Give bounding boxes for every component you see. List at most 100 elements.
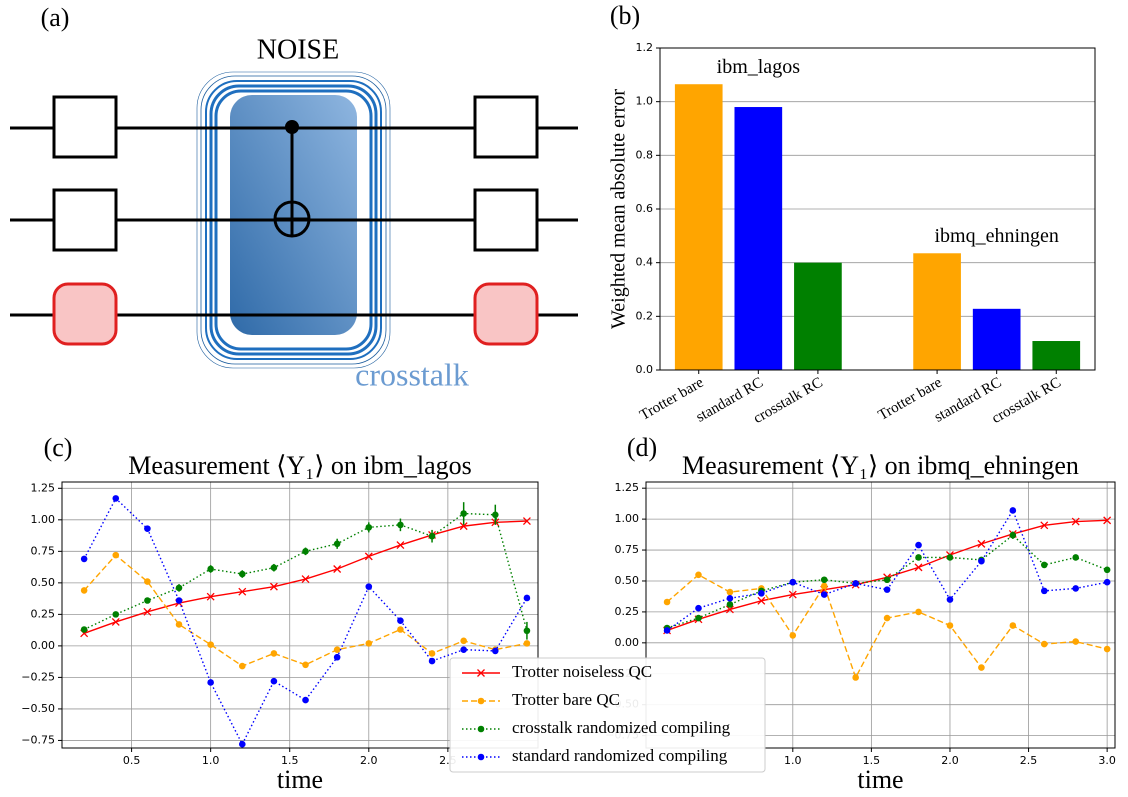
y-tick-label: 1.25 (31, 481, 56, 494)
y-tick-label: 0.50 (615, 574, 640, 587)
marker (334, 540, 341, 547)
marker (789, 632, 796, 639)
y-tick-label: 0.25 (615, 605, 640, 618)
marker (758, 590, 765, 597)
x-tick-label: 2.0 (360, 754, 378, 767)
marker (365, 524, 372, 531)
marker (271, 650, 278, 657)
y-tick-label: 0.2 (636, 309, 654, 322)
marker (397, 522, 404, 529)
x-tick-label: 1.0 (784, 754, 802, 767)
marker (727, 595, 734, 602)
marker (239, 663, 246, 670)
legend-label: Trotter noiseless QC (512, 662, 652, 681)
group-label: ibm_lagos (717, 56, 801, 78)
marker (1041, 588, 1048, 595)
marker (460, 638, 467, 645)
y-tick-label: −0.25 (21, 670, 55, 683)
marker (460, 510, 467, 517)
marker (429, 533, 436, 540)
bar (734, 107, 782, 370)
marker (1072, 585, 1079, 592)
marker (1010, 622, 1017, 629)
marker (695, 605, 702, 612)
figure: (a) NOISE crosstalk 0.00.20.40.60.81.01.… (0, 0, 1128, 797)
series-line (667, 520, 1107, 630)
bar (973, 309, 1021, 370)
marker (1104, 646, 1111, 653)
marker (1010, 507, 1017, 514)
y-tick-label: 1.2 (636, 41, 654, 54)
marker (1041, 641, 1048, 648)
marker (144, 597, 151, 604)
y-tick-label: 1.00 (31, 513, 56, 526)
marker (884, 615, 891, 622)
marker (207, 566, 214, 573)
noise-label: NOISE (257, 34, 339, 65)
marker (271, 678, 278, 685)
marker (176, 585, 183, 592)
marker (884, 576, 891, 583)
marker (334, 654, 341, 661)
x-axis-label: time (277, 765, 323, 794)
marker (915, 564, 922, 571)
bar (794, 263, 842, 370)
y-tick-label: 0.8 (636, 148, 654, 161)
marker (302, 548, 309, 555)
gate-box (475, 190, 537, 250)
crosstalk-label: crosstalk (355, 356, 469, 392)
y-axis-label: Weighted mean absolute error (608, 89, 630, 329)
marker (915, 554, 922, 561)
marker (821, 576, 828, 583)
y-tick-label: 1.25 (615, 481, 640, 494)
marker (492, 511, 499, 518)
crosstalk-gate (54, 284, 116, 344)
marker (947, 596, 954, 603)
x-tick-label: 2.0 (941, 754, 959, 767)
marker (947, 622, 954, 629)
marker (239, 741, 246, 748)
legend-marker (478, 726, 485, 733)
marker (1072, 638, 1079, 645)
marker (112, 552, 119, 559)
legend-label: crosstalk randomized compiling (512, 718, 731, 737)
marker (429, 658, 436, 665)
marker (789, 579, 796, 586)
marker (915, 609, 922, 616)
marker (397, 617, 404, 624)
gate-box (475, 97, 537, 157)
marker (1104, 579, 1111, 586)
marker (884, 586, 891, 593)
legend-label: standard randomized compiling (512, 746, 728, 765)
control-dot (285, 120, 299, 134)
marker (1104, 567, 1111, 574)
marker (852, 580, 859, 587)
marker (334, 646, 341, 653)
marker (429, 650, 436, 657)
y-tick-label: 0.00 (615, 636, 640, 649)
bar (913, 253, 961, 370)
marker (81, 587, 88, 594)
marker (1072, 554, 1079, 561)
x-tick-label: 2.5 (1020, 754, 1038, 767)
marker (144, 525, 151, 532)
y-tick-label: 0.4 (636, 256, 654, 269)
marker (915, 542, 922, 549)
y-tick-label: 0.0 (636, 363, 654, 376)
marker (947, 554, 954, 561)
marker (1041, 562, 1048, 569)
legend-label: Trotter bare QC (512, 690, 620, 709)
bar (1032, 341, 1080, 370)
marker (112, 618, 119, 625)
group-label: ibmq_ehningen (934, 225, 1058, 247)
chart-title: Measurement ⟨Y₁⟩ on ibm_lagos (128, 451, 471, 480)
y-tick-label: 0.25 (31, 607, 56, 620)
marker (334, 565, 341, 572)
marker (207, 679, 214, 686)
marker (664, 599, 671, 606)
y-tick-label: 0.6 (636, 202, 654, 215)
marker (978, 558, 985, 565)
legend-marker (478, 698, 485, 705)
marker (727, 589, 734, 596)
y-tick-label: 0.75 (615, 543, 640, 556)
